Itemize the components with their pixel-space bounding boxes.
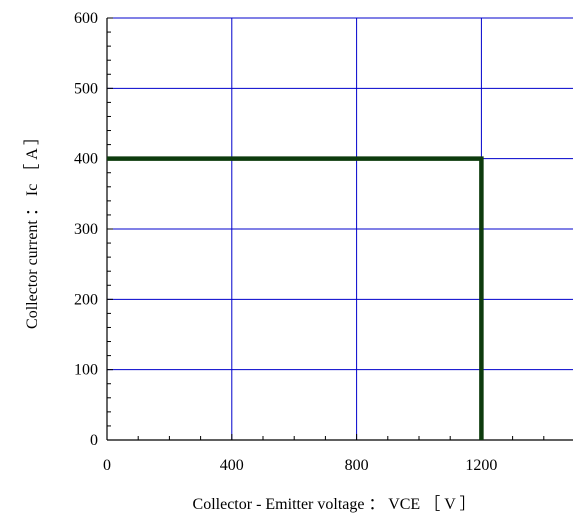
x-tick-label-400: 400 [220, 457, 244, 474]
tick-labels: 0 100 200 300 400 500 600 0 400 800 1200 [74, 10, 497, 474]
y-tick-label-400: 400 [74, 151, 98, 168]
grid-lines [107, 17, 573, 440]
y-tick-label-600: 600 [74, 10, 98, 27]
y-tick-label-200: 200 [74, 291, 98, 308]
series-line-0 [107, 156, 484, 440]
x-tick-label-0: 0 [103, 457, 111, 474]
y-tick-label-500: 500 [74, 80, 98, 97]
y-tick-label-300: 300 [74, 221, 98, 238]
axes [106, 17, 573, 441]
data-series [107, 156, 484, 440]
x-tick-label-800: 800 [345, 457, 369, 474]
x-tick-label-1200: 1200 [465, 457, 497, 474]
y-tick-label-0: 0 [90, 432, 98, 449]
y-axis-title: Collector current ： Ic ［ A ］ [23, 129, 41, 329]
x-axis-title: Collector - Emitter voltage ： VCE ［ V ］ [193, 495, 476, 513]
y-tick-label-100: 100 [74, 362, 98, 379]
